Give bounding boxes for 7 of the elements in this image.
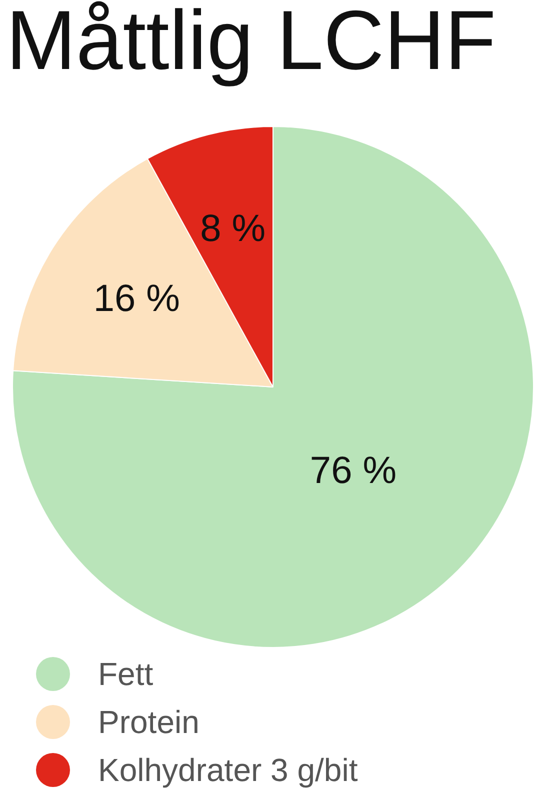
- data-label: 76 %: [310, 450, 397, 492]
- legend-label: Fett: [98, 656, 154, 692]
- chart-title: Måttlig LCHF: [6, 0, 496, 89]
- legend-label: Kolhydrater 3 g/bit: [98, 752, 358, 788]
- legend-label: Protein: [98, 704, 200, 740]
- data-label: 8 %: [200, 208, 266, 250]
- data-label: 16 %: [93, 278, 180, 320]
